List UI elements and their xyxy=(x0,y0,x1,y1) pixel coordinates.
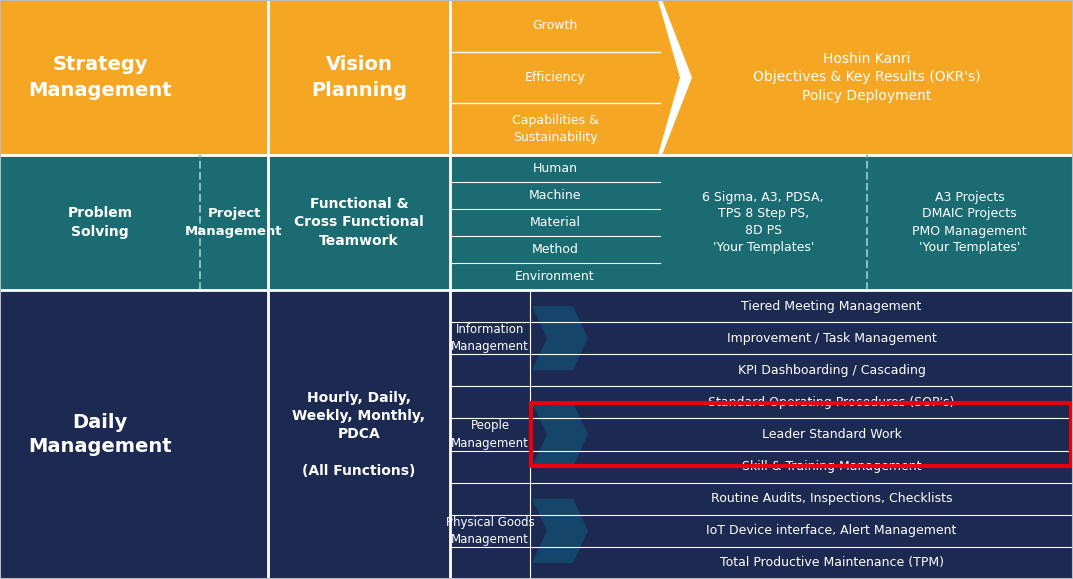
Text: Capabilities &
Sustainability: Capabilities & Sustainability xyxy=(512,114,599,144)
Polygon shape xyxy=(532,402,588,467)
Text: Environment: Environment xyxy=(515,270,594,283)
Text: Total Productive Maintenance (TPM): Total Productive Maintenance (TPM) xyxy=(720,556,943,569)
Text: Material: Material xyxy=(529,216,580,229)
Polygon shape xyxy=(532,499,588,563)
Text: Functional &
Cross Functional
Teamwork: Functional & Cross Functional Teamwork xyxy=(294,197,424,248)
Bar xyxy=(0,0,1073,155)
Text: People
Management: People Management xyxy=(451,420,529,449)
Text: Project
Management: Project Management xyxy=(186,207,283,237)
Text: Routine Audits, Inspections, Checklists: Routine Audits, Inspections, Checklists xyxy=(710,492,952,505)
Text: Growth: Growth xyxy=(532,19,577,32)
Text: Information
Management: Information Management xyxy=(451,323,529,353)
Text: Machine: Machine xyxy=(529,189,582,202)
Text: Human: Human xyxy=(532,162,577,175)
Text: Physical Goods
Management: Physical Goods Management xyxy=(445,516,534,546)
Bar xyxy=(0,155,1073,290)
Text: Daily
Management: Daily Management xyxy=(28,412,172,456)
Text: KPI Dashboarding / Cascading: KPI Dashboarding / Cascading xyxy=(737,364,925,377)
Bar xyxy=(0,290,1073,579)
Text: Tiered Meeting Management: Tiered Meeting Management xyxy=(741,299,922,313)
Text: A3 Projects
DMAIC Projects
PMO Management
'Your Templates': A3 Projects DMAIC Projects PMO Managemen… xyxy=(912,190,1027,255)
Text: Hoshin Kanri
Objectives & Key Results (OKR's)
Policy Deployment: Hoshin Kanri Objectives & Key Results (O… xyxy=(752,52,981,103)
Text: Leader Standard Work: Leader Standard Work xyxy=(762,428,901,441)
Text: 6 Sigma, A3, PDSA,
TPS 8 Step PS,
8D PS
'Your Templates': 6 Sigma, A3, PDSA, TPS 8 Step PS, 8D PS … xyxy=(703,190,824,255)
Text: Skill & Training Management: Skill & Training Management xyxy=(741,460,922,473)
Text: Strategy
Management: Strategy Management xyxy=(28,56,172,100)
Text: Improvement / Task Management: Improvement / Task Management xyxy=(726,332,937,345)
Polygon shape xyxy=(532,306,588,371)
Text: IoT Device interface, Alert Management: IoT Device interface, Alert Management xyxy=(706,525,957,537)
Polygon shape xyxy=(658,155,690,290)
Polygon shape xyxy=(658,0,692,155)
Text: Standard Operating Procedures (SOP's): Standard Operating Procedures (SOP's) xyxy=(708,396,955,409)
Text: Hourly, Daily,
Weekly, Monthly,
PDCA

(All Functions): Hourly, Daily, Weekly, Monthly, PDCA (Al… xyxy=(293,391,426,478)
Text: Problem
Solving: Problem Solving xyxy=(68,206,133,239)
Text: Efficiency: Efficiency xyxy=(525,71,586,84)
Text: Vision
Planning: Vision Planning xyxy=(311,56,407,100)
Text: Method: Method xyxy=(531,243,578,256)
Bar xyxy=(531,403,1071,466)
Bar xyxy=(660,0,1073,155)
